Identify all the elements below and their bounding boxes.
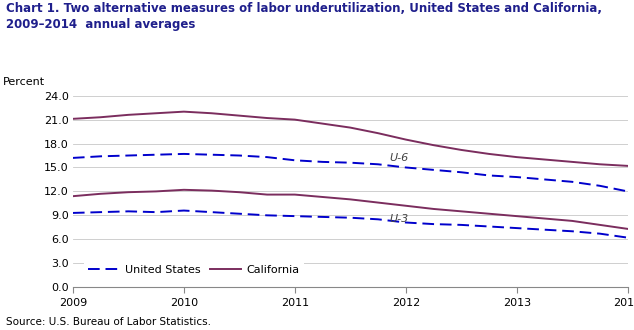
Text: U-3: U-3: [389, 214, 408, 223]
Text: Chart 1. Two alternative measures of labor underutilization, United States and C: Chart 1. Two alternative measures of lab…: [6, 2, 602, 15]
Text: Percent: Percent: [3, 78, 45, 87]
Text: Source: U.S. Bureau of Labor Statistics.: Source: U.S. Bureau of Labor Statistics.: [6, 317, 211, 327]
Legend: United States, California: United States, California: [84, 261, 304, 280]
Text: 2009–2014  annual averages: 2009–2014 annual averages: [6, 18, 196, 31]
Text: U-6: U-6: [389, 153, 408, 163]
